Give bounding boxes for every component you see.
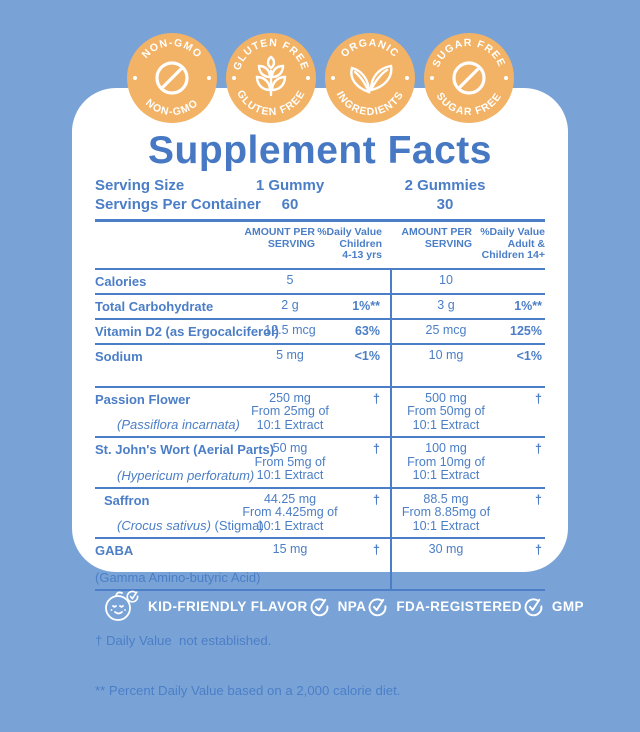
header-amount-per-serving-2: AMOUNT PER SERVING (401, 226, 472, 250)
daily-value-1: † (373, 391, 380, 406)
column-headers: AMOUNT PER SERVING %Daily Value Children… (95, 222, 545, 270)
servings-count-2: 30 (436, 196, 454, 213)
header-daily-value-adult: %Daily Value Adult & Children 14+ (480, 226, 545, 261)
amount-2: 25 mcg (390, 319, 500, 343)
amount-1: 44.25 mg From 4.425mg of 10:1 Extract (242, 491, 338, 533)
ingredient-name: GABA (95, 543, 134, 558)
amount-2: 3 g (390, 294, 500, 318)
top-badges-row: NON-GMO NON-GMO GLUTEN FREE GLUTEN FREE (0, 33, 640, 123)
cert-npa: NPA (308, 595, 367, 618)
table-row-gaba: GABA (Gamma Amino-butyric Acid) 15 mg † … (95, 539, 545, 591)
cert-gmp: GMP (522, 595, 584, 618)
cert-label: NPA (337, 598, 367, 614)
nutrient-name: Total Carbohydrate (95, 298, 214, 314)
badge-non-gmo: NON-GMO NON-GMO (126, 33, 217, 123)
baby-face-icon (105, 590, 139, 621)
daily-value-2: † (535, 543, 542, 557)
cert-label: KID-FRIENDLY FLAVOR (148, 598, 308, 614)
wheat-icon (255, 55, 286, 97)
footnote-dagger: † Daily Value not established. (95, 633, 272, 648)
certifications-row: KID-FRIENDLY FLAVOR NPA FDA-REGISTERED (103, 586, 583, 626)
amount-2: 500 mg From 50mg of 10:1 Extract (390, 387, 500, 436)
daily-value-2: 1%** (514, 298, 542, 313)
daily-value-2: † (535, 391, 542, 406)
amount-1: 12.5 mcg (264, 322, 316, 337)
amount-2: 88.5 mg From 8.85mg of 10:1 Extract (390, 488, 500, 537)
latin-name: (Passiflora incarnata) (117, 417, 240, 432)
table-row-calories: Calories 5 10 (95, 269, 545, 295)
amount-1: 50 mg From 5mg of 10:1 Extract (254, 441, 326, 482)
badge-organic-ingredients: ORGANIC INGREDIENTS (324, 33, 415, 123)
daily-value-1: <1% (354, 348, 380, 363)
header-amount-per-serving-1: AMOUNT PER SERVING (244, 226, 315, 250)
nutrient-name: Calories (95, 273, 147, 289)
daily-value-1: † (373, 543, 380, 557)
latin-name: (Gamma Amino-butyric Acid) (95, 570, 261, 585)
serving-size-value-1: 1 Gummy (255, 177, 325, 194)
facts-card (72, 88, 568, 572)
serving-size-label: Serving Size (95, 177, 185, 194)
latin-name: (Crocus sativus) (Stigma) (117, 518, 264, 533)
table-row-total-carbohydrate: Total Carbohydrate 2 g 1%** 3 g 1%** (95, 294, 545, 320)
amount-1: 15 mg (272, 542, 308, 556)
ingredient-name: St. John's Wort (Aerial Parts) (95, 442, 275, 457)
supplement-label: NON-GMO NON-GMO GLUTEN FREE GLUTEN FREE (0, 33, 640, 698)
badge-gluten-free: GLUTEN FREE GLUTEN FREE (225, 33, 316, 123)
cert-fda-registered: FDA-REGISTERED (366, 595, 522, 618)
nutrient-name: Vitamin D2 (as Ergocalciferol) (95, 323, 279, 339)
ingredient-name: Passion Flower (95, 391, 191, 407)
table-row-saffron: Saffron (Crocus sativus) (Stigma) 44.25 … (95, 488, 545, 539)
amount-1: 5 mg (276, 347, 304, 362)
amount-2: 10 (390, 269, 500, 293)
daily-value-1: † (373, 442, 380, 456)
cert-label: GMP (551, 598, 584, 614)
amount-2: 10 mg (390, 344, 500, 386)
daily-value-1: † (373, 492, 380, 507)
amount-2: 30 mg (390, 539, 500, 589)
badge-sugar-free: SUGAR FREE SUGAR FREE (423, 33, 514, 123)
daily-value-2: <1% (516, 348, 542, 363)
table-row-passion-flower: Passion Flower (Passiflora incarnata) 25… (95, 387, 545, 438)
facts-table: Serving Size 1 Gummy 2 Gummies Servings … (95, 176, 545, 732)
daily-value-2 (500, 270, 545, 293)
ingredient-name: Saffron (104, 492, 150, 508)
leaves-icon (349, 64, 392, 94)
check-circle-icon (310, 597, 328, 616)
servings-per-container-label: Servings Per Container (95, 196, 261, 213)
table-row-sodium: Sodium 5 mg <1% 10 mg <1% (95, 344, 545, 388)
serving-block: Serving Size 1 Gummy 2 Gummies Servings … (95, 176, 545, 222)
servings-count-1: 60 (281, 196, 299, 213)
amount-2: 100 mg From 10mg of 10:1 Extract (390, 438, 500, 487)
table-row-st-johns-wort: St. John's Wort (Aerial Parts) (Hypericu… (95, 438, 545, 489)
daily-value-2: † (535, 492, 542, 507)
amount-1: 2 g (281, 297, 299, 312)
daily-value-2: † (535, 442, 542, 456)
header-daily-value-children: %Daily Value Children 4-13 yrs (317, 226, 382, 261)
daily-value-1: 1%** (352, 298, 380, 313)
footnote-percent: ** Percent Daily Value based on a 2,000 … (95, 682, 401, 698)
amount-1: 250 mg From 25mg of 10:1 Extract (251, 390, 329, 432)
daily-value-2: 125% (510, 323, 542, 338)
check-circle-icon (524, 597, 543, 616)
page-title: Supplement Facts (148, 129, 492, 172)
cert-kid-friendly: KID-FRIENDLY FLAVOR (103, 589, 308, 623)
no-symbol-icon (154, 61, 189, 95)
amount-1: 5 (286, 272, 294, 287)
no-symbol-icon (451, 61, 486, 95)
nutrient-name: Sodium (95, 348, 143, 364)
latin-name: (Hypericum perforatum) (117, 467, 255, 483)
check-circle-icon (368, 597, 387, 616)
cert-label: FDA-REGISTERED (396, 598, 522, 614)
daily-value-1: 63% (354, 323, 380, 338)
table-row-vitamin-d2: Vitamin D2 (as Ergocalciferol) 12.5 mcg … (95, 319, 545, 345)
serving-size-value-2: 2 Gummies (404, 177, 486, 194)
daily-value-1 (340, 270, 390, 293)
